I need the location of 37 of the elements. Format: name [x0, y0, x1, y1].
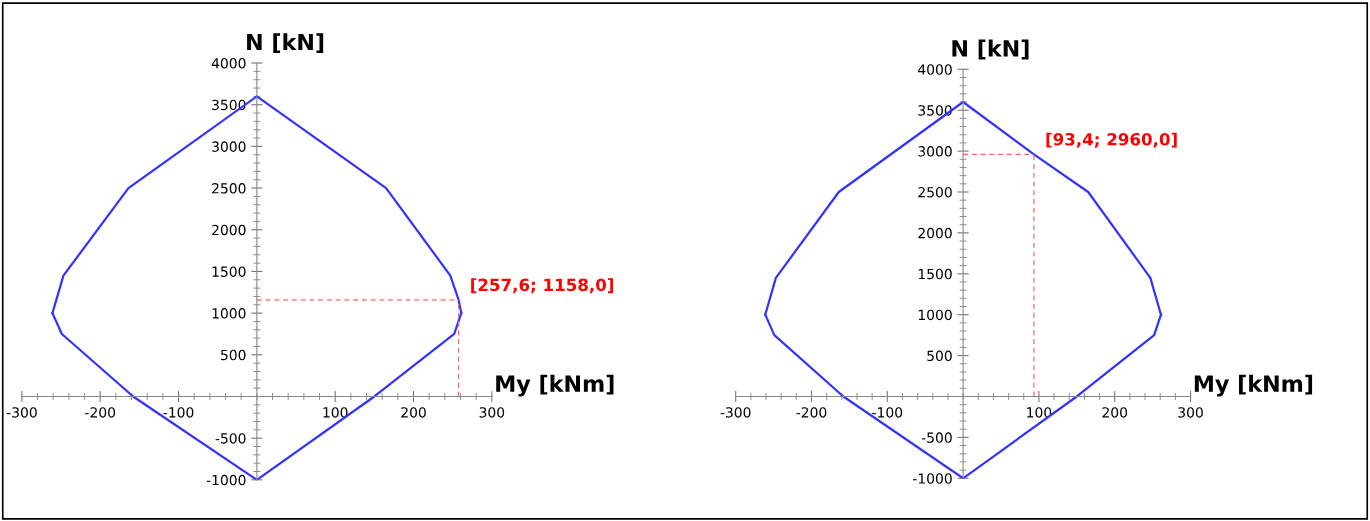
x-tick-label: -100 [872, 407, 903, 418]
x-tick-label: 300 [1178, 407, 1203, 418]
y-tick-label: 3000 [918, 146, 952, 157]
y-tick-label: -1000 [913, 473, 952, 484]
y-tick-label: -1000 [206, 474, 246, 486]
x-tick-label: -200 [796, 407, 827, 418]
y-tick-label: 1500 [918, 268, 952, 280]
y-tick-label: 3000 [212, 141, 246, 152]
y-tick-label: 1000 [918, 309, 952, 321]
x-tick-label: -100 [163, 407, 194, 418]
annotation: [93,4; 2960,0] [1046, 132, 1177, 148]
y-tick-label: 500 [221, 349, 246, 361]
x-tick-label: 200 [401, 407, 426, 418]
y-tick-label: 2000 [212, 224, 246, 236]
y-axis-title: N [kN] [952, 39, 1029, 60]
y-tick-label: 3500 [918, 105, 952, 116]
y-axis-title: N [kN] [247, 33, 324, 54]
y-tick-label: 1500 [212, 266, 246, 277]
y-tick-label: 2000 [918, 227, 952, 239]
y-tick-label: -500 [921, 432, 952, 443]
x-tick-label: 100 [323, 407, 348, 418]
x-tick-label: -300 [720, 407, 751, 418]
x-tick-label: -200 [85, 407, 116, 418]
y-tick-label: 3500 [212, 99, 246, 111]
x-tick-label: 300 [479, 407, 505, 418]
y-tick-label: -500 [215, 433, 246, 444]
y-tick-label: 2500 [918, 186, 952, 198]
x-axis-title: My [kNm] [1194, 374, 1313, 397]
y-tick-label: 4000 [211, 58, 246, 69]
y-tick-label: 1000 [212, 308, 246, 319]
x-axis-title: My [kNm] [496, 374, 614, 397]
x-tick-label: -300 [6, 407, 37, 418]
y-tick-label: 500 [927, 350, 952, 362]
x-tick-label: 200 [1102, 407, 1128, 418]
y-tick-label: 4000 [918, 64, 952, 75]
annotation: [257,6; 1158,0] [471, 278, 614, 294]
y-tick-label: 2500 [212, 183, 246, 194]
